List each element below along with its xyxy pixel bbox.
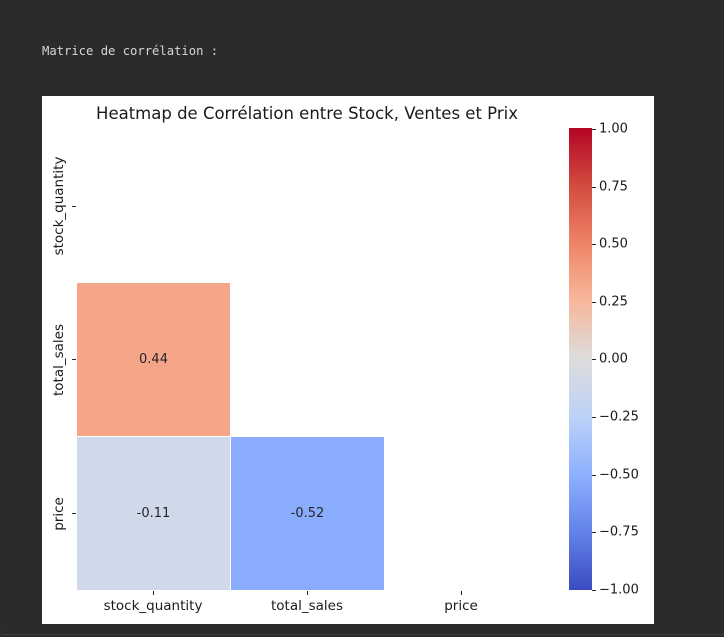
colorbar-label: −1.00: [599, 582, 639, 598]
colorbar-tick: [592, 187, 596, 188]
x-tick: [461, 591, 462, 595]
colorbar-tick: [592, 417, 596, 418]
colorbar-tick: [592, 359, 596, 360]
y-tick: [72, 359, 76, 360]
x-tick: [307, 591, 308, 595]
heatmap-cell-price-stock-quantity: -0.11: [77, 437, 230, 590]
heatmap-cell-price-total-sales: -0.52: [231, 437, 384, 590]
x-label-stock-quantity: stock_quantity: [103, 598, 203, 614]
colorbar-label: −0.50: [599, 467, 639, 483]
colorbar-tick: [592, 475, 596, 476]
colorbar-label: −0.25: [599, 409, 639, 425]
y-label-stock-quantity: stock_quantity: [51, 156, 67, 256]
colorbar-label: 0.00: [599, 351, 628, 367]
y-tick: [72, 513, 76, 514]
colorbar-tick: [592, 129, 596, 130]
y-tick: [72, 206, 76, 207]
colorbar-tick: [592, 590, 596, 591]
y-label-price: price: [51, 497, 67, 531]
cell-annotation: -0.52: [290, 506, 325, 521]
colorbar-label: 0.50: [599, 236, 628, 252]
cell-annotation: -0.11: [136, 506, 171, 521]
y-label-total-sales: total_sales: [51, 323, 67, 397]
console-heading: Matrice de corrélation :: [42, 44, 219, 59]
colorbar: [569, 128, 592, 590]
colorbar-tick: [592, 244, 596, 245]
colorbar-label: −0.75: [599, 524, 639, 540]
x-label-price: price: [444, 598, 478, 614]
colorbar-tick: [592, 302, 596, 303]
colorbar-label: 1.00: [599, 121, 628, 137]
colorbar-label: 0.25: [599, 294, 628, 310]
colorbar-tick: [592, 532, 596, 533]
cell-annotation: 0.44: [139, 352, 168, 367]
heatmap-cell-total-sales-stock-quantity: 0.44: [77, 283, 230, 436]
colorbar-label: 0.75: [599, 179, 628, 195]
x-label-total-sales: total_sales: [270, 598, 344, 614]
x-tick: [153, 591, 154, 595]
heatmap-figure: Heatmap de Corrélation entre Stock, Vent…: [42, 96, 654, 624]
chart-title: Heatmap de Corrélation entre Stock, Vent…: [96, 104, 518, 123]
